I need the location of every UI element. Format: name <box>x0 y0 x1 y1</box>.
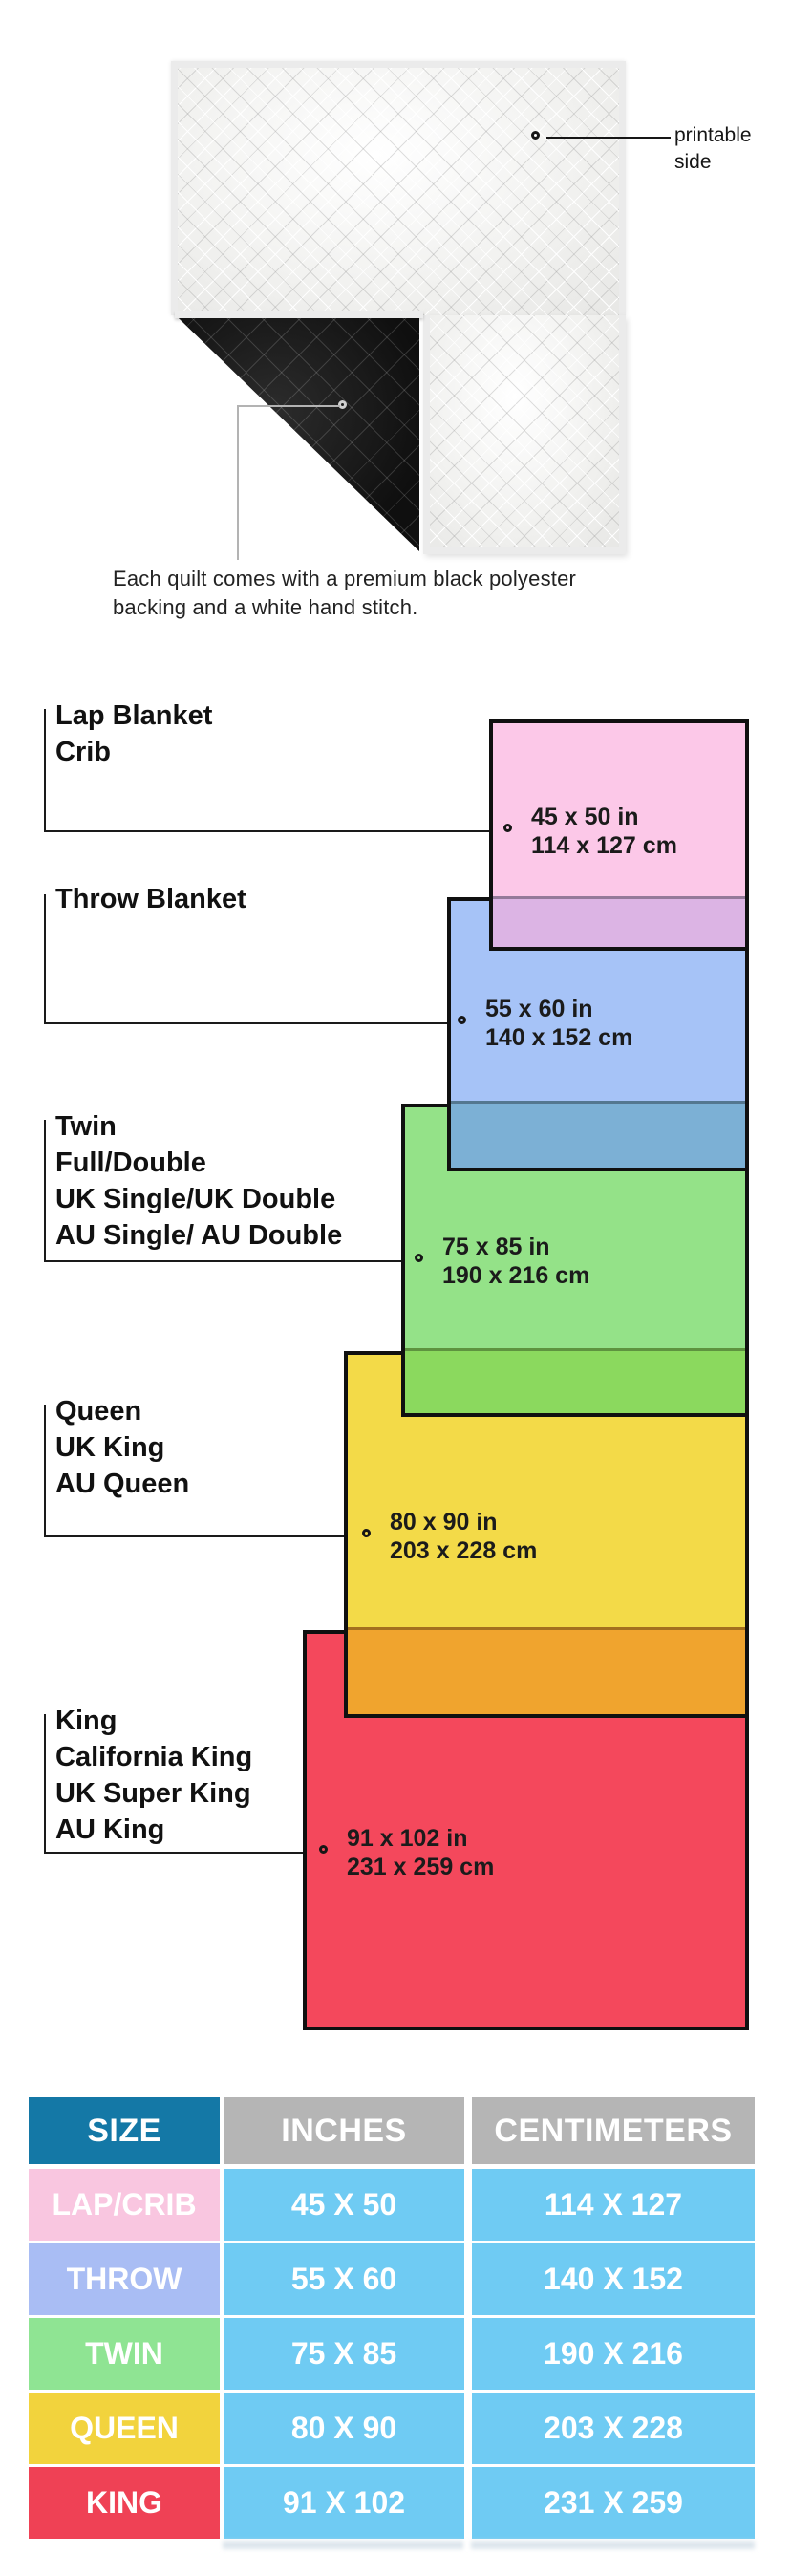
table-row: KING 91 X 102 231 X 259 <box>29 2467 755 2539</box>
callout-dot-icon <box>362 1529 371 1537</box>
table-shadow <box>471 2541 755 2549</box>
callout-dot-icon <box>531 131 540 140</box>
backing-caption: Each quilt comes with a premium black po… <box>113 567 577 619</box>
size-dim-throw: 55 x 60 in 140 x 152 cm <box>485 995 632 1052</box>
table-cell-inches: 75 X 85 <box>224 2318 464 2390</box>
size-label-line: King <box>55 1706 118 1736</box>
size-inches: 75 x 85 in <box>442 1234 550 1260</box>
overlap-strip-throw-twin <box>451 1101 745 1168</box>
size-label-line: UK King <box>55 1432 165 1463</box>
table-cell-inches: 80 X 90 <box>224 2393 464 2464</box>
table-cell-centimeters: 231 X 259 <box>472 2467 755 2539</box>
table-cell-size: TWIN <box>29 2318 220 2390</box>
size-label-line: Queen <box>55 1396 142 1427</box>
table-cell-size: LAP/CRIB <box>29 2169 220 2241</box>
leader-line <box>44 830 503 832</box>
leader-line <box>44 1852 319 1854</box>
size-centimeters: 203 x 228 cm <box>390 1537 538 1564</box>
callout-line <box>237 405 239 560</box>
callout-line <box>546 137 671 139</box>
table-cell-size: QUEEN <box>29 2393 220 2464</box>
size-label-line: California King <box>55 1742 253 1772</box>
size-label-line: AU King <box>55 1814 165 1845</box>
table-header-row: SIZE INCHES CENTIMETERS <box>29 2097 755 2164</box>
size-inches: 80 x 90 in <box>390 1509 498 1535</box>
size-label-line: Lap Blanket <box>55 700 213 731</box>
callout-dot-icon <box>338 400 347 409</box>
table-header-inches: INCHES <box>224 2097 464 2164</box>
overlap-strip-twin-queen <box>405 1348 745 1413</box>
size-centimeters: 140 x 152 cm <box>485 1024 633 1051</box>
size-inches: 45 x 50 in <box>531 804 639 830</box>
size-label-line: Crib <box>55 737 111 767</box>
size-label-line: UK Super King <box>55 1778 251 1809</box>
leader-line <box>44 1022 458 1024</box>
table-cell-inches: 55 X 60 <box>224 2243 464 2315</box>
size-label-line: Full/Double <box>55 1148 206 1178</box>
table-header-size: SIZE <box>29 2097 220 2164</box>
table-row: TWIN 75 X 85 190 X 216 <box>29 2318 755 2390</box>
quilt-black-backing-fold <box>179 318 419 551</box>
quilt-fold-crease <box>175 311 423 318</box>
size-dim-king: 91 x 102 in 231 x 259 cm <box>347 1824 494 1881</box>
leader-line <box>44 1120 46 1262</box>
size-label-line: UK Single/UK Double <box>55 1184 336 1214</box>
quilt-printable-side-image <box>171 61 626 315</box>
size-centimeters: 114 x 127 cm <box>531 832 677 859</box>
table-cell-size: KING <box>29 2467 220 2539</box>
size-label-line: Twin <box>55 1111 117 1142</box>
callout-dot-icon <box>319 1845 328 1854</box>
callout-line <box>237 405 340 407</box>
size-inches: 91 x 102 in <box>347 1825 468 1852</box>
callout-dot-icon <box>458 1016 466 1024</box>
size-table: SIZE INCHES CENTIMETERS LAP/CRIB 45 X 50… <box>29 2097 755 2542</box>
size-label-twin: Twin Full/Double UK Single/UK Double AU … <box>55 1108 342 1254</box>
size-centimeters: 190 x 216 cm <box>442 1262 590 1289</box>
table-cell-centimeters: 190 X 216 <box>472 2318 755 2390</box>
table-row: THROW 55 X 60 140 X 152 <box>29 2243 755 2315</box>
leader-line <box>44 709 46 832</box>
table-header-centimeters: CENTIMETERS <box>472 2097 755 2164</box>
callout-dot-icon <box>415 1254 423 1262</box>
leader-line <box>44 1405 46 1537</box>
size-label-lap: Lap Blanket Crib <box>55 698 212 770</box>
overlap-strip-queen-king <box>348 1627 745 1714</box>
size-centimeters: 231 x 259 cm <box>347 1854 495 1880</box>
quilt-printable-side-column <box>423 315 626 554</box>
table-cell-centimeters: 140 X 152 <box>472 2243 755 2315</box>
table-cell-centimeters: 114 X 127 <box>472 2169 755 2241</box>
leader-line <box>44 894 46 1024</box>
leader-line <box>44 1260 415 1262</box>
size-dim-queen: 80 x 90 in 203 x 228 cm <box>390 1508 537 1565</box>
callout-dot-icon <box>503 824 512 832</box>
table-cell-centimeters: 203 X 228 <box>472 2393 755 2464</box>
table-cell-inches: 91 X 102 <box>224 2467 464 2539</box>
size-label-throw: Throw Blanket <box>55 881 246 917</box>
size-label-queen: Queen UK King AU Queen <box>55 1393 189 1502</box>
table-row: QUEEN 80 X 90 203 X 228 <box>29 2393 755 2464</box>
size-label-line: AU Queen <box>55 1469 190 1499</box>
table-row: LAP/CRIB 45 X 50 114 X 127 <box>29 2169 755 2241</box>
size-label-line: Throw Blanket <box>55 884 246 914</box>
printable-side-label: printable side <box>674 124 752 173</box>
size-rect-lap <box>489 719 749 951</box>
leader-line <box>44 1535 362 1537</box>
size-inches: 55 x 60 in <box>485 996 593 1022</box>
overlap-strip-lap-throw <box>493 896 745 947</box>
size-dim-lap: 45 x 50 in 114 x 127 cm <box>531 803 677 860</box>
size-dim-twin: 75 x 85 in 190 x 216 cm <box>442 1233 589 1290</box>
table-shadow <box>223 2541 463 2549</box>
table-cell-size: THROW <box>29 2243 220 2315</box>
size-label-line: AU Single/ AU Double <box>55 1220 343 1251</box>
leader-line <box>44 1714 46 1854</box>
table-cell-inches: 45 X 50 <box>224 2169 464 2241</box>
size-label-king: King California King UK Super King AU Ki… <box>55 1703 252 1848</box>
